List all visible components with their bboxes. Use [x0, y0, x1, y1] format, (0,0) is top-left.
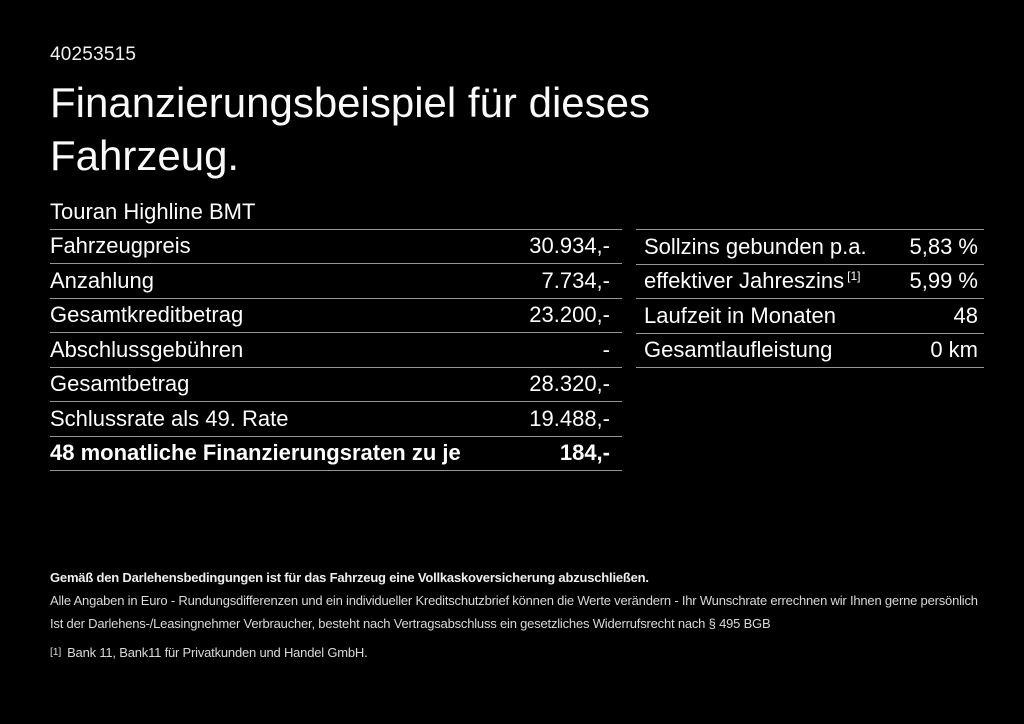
- page-title-line-2: Fahrzeug.: [50, 132, 240, 179]
- row-value: 184,-: [559, 440, 610, 466]
- widerruf-note: Ist der Darlehens-/Leasingnehmer Verbrau…: [50, 616, 771, 631]
- row-label: Gesamtbetrag: [50, 371, 190, 397]
- footnote-text: Bank 11, Bank11 für Privatkunden und Han…: [67, 645, 368, 660]
- footnote-marker: [1]: [50, 646, 62, 658]
- page-title-line-1: Finanzierungsbeispiel für dieses: [50, 79, 650, 126]
- table-row-schlussrate: Schlussrate als 49. Rate 19.488,-: [50, 402, 622, 437]
- table-row-monatsrate: 48 monatliche Finanzierungsraten zu je 1…: [50, 437, 622, 471]
- rate-table: Sollzins gebunden p.a. 5,83 % effektiver…: [636, 229, 984, 368]
- row-label: Schlussrate als 49. Rate: [50, 405, 289, 431]
- table-row-gesamtbetrag: Gesamtbetrag 28.320,-: [50, 368, 622, 402]
- table-row-abschlussgebuehren: Abschlussgebühren -: [50, 333, 622, 368]
- row-label: Abschlussgebühren: [50, 336, 244, 362]
- row-value: 0 km: [930, 337, 978, 363]
- row-label: Sollzins gebunden p.a.: [644, 233, 867, 259]
- table-row-gesamtlaufleistung: Gesamtlaufleistung 0 km: [636, 334, 984, 368]
- row-value: 5,99 %: [909, 268, 979, 294]
- page-title: Finanzierungsbeispiel für dieses Fahrzeu…: [50, 76, 650, 182]
- row-value: 30.934,-: [529, 233, 610, 259]
- row-value: 19.488,-: [529, 405, 610, 431]
- row-value: 7.734,-: [541, 267, 611, 293]
- table-row-effektiver-jahreszins: effektiver Jahreszins [1] 5,99 %: [636, 265, 984, 299]
- table-row-fahrzeugpreis: Fahrzeugpreis 30.934,-: [50, 230, 622, 264]
- insurance-note: Gemäß den Darlehensbedingungen ist für d…: [50, 570, 649, 585]
- table-row-sollzins: Sollzins gebunden p.a. 5,83 %: [636, 230, 984, 265]
- table-row-anzahlung: Anzahlung 7.734,-: [50, 264, 622, 299]
- table-row-laufzeit: Laufzeit in Monaten 48: [636, 299, 984, 334]
- row-label: Gesamtkreditbetrag: [50, 302, 244, 328]
- table-row-gesamtkreditbetrag: Gesamtkreditbetrag 23.200,-: [50, 299, 622, 333]
- row-label: 48 monatliche Finanzierungsraten zu je: [50, 440, 461, 466]
- legal-footer: Gemäß den Darlehensbedingungen ist für d…: [50, 566, 980, 664]
- row-label: Anzahlung: [50, 267, 154, 293]
- vehicle-model-subtitle: Touran Highline BMT: [50, 195, 622, 230]
- row-label: Gesamtlaufleistung: [644, 337, 833, 363]
- row-label: Laufzeit in Monaten: [644, 302, 837, 328]
- row-label: effektiver Jahreszins [1]: [644, 268, 861, 294]
- row-value: 48: [953, 302, 978, 328]
- finance-table: Touran Highline BMT Fahrzeugpreis 30.934…: [50, 195, 622, 471]
- row-value: 28.320,-: [529, 371, 610, 397]
- euro-note: Alle Angaben in Euro - Rundungsdifferenz…: [50, 593, 978, 608]
- bank-footnote: [1] Bank 11, Bank11 für Privatkunden und …: [50, 641, 980, 664]
- row-value: 23.200,-: [529, 302, 610, 328]
- row-value: -: [602, 336, 610, 362]
- footnote-ref: [1]: [847, 268, 861, 283]
- row-value: 5,83 %: [909, 233, 979, 259]
- offer-id: 40253515: [50, 44, 137, 65]
- row-label: Fahrzeugpreis: [50, 233, 191, 259]
